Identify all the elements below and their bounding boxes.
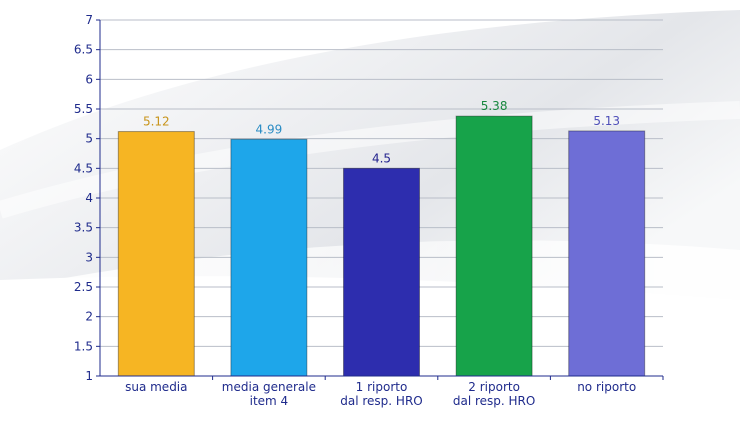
data-label: 4.5 xyxy=(372,151,391,165)
y-tick-label: 2.5 xyxy=(74,280,93,294)
data-label: 5.38 xyxy=(481,99,508,113)
x-tick-label: dal resp. HRO xyxy=(453,394,535,408)
data-label: 5.13 xyxy=(593,114,620,128)
bar xyxy=(455,115,533,377)
y-tick-label: 6 xyxy=(85,72,93,86)
y-tick-label: 3.5 xyxy=(74,221,93,235)
y-tick-label: 1.5 xyxy=(74,339,93,353)
y-tick-label: 4 xyxy=(85,191,93,205)
y-tick-label: 6.5 xyxy=(74,43,93,57)
labels: 1 1.5 2 2.5 3 3.5 4 4.5 5 5.5 6 6.5 7 5.12 sua media 4.… xyxy=(74,13,636,408)
bars xyxy=(117,115,646,377)
x-tick-label: item 4 xyxy=(250,394,289,408)
x-tick-label: sua media xyxy=(125,380,187,394)
bar xyxy=(230,138,308,377)
bar xyxy=(343,167,420,377)
y-tick-label: 1 xyxy=(85,369,93,383)
y-tick-label: 3 xyxy=(85,250,93,264)
x-tick-label: 1 riporto xyxy=(356,380,408,394)
x-tick-label: dal resp. HRO xyxy=(340,394,422,408)
x-tick-label: 2 riporto xyxy=(468,380,520,394)
axes xyxy=(96,19,664,380)
data-label: 4.99 xyxy=(256,122,283,136)
y-tick-label: 4.5 xyxy=(74,161,93,175)
bar xyxy=(117,131,195,377)
y-tick-label: 2 xyxy=(85,310,93,324)
x-tick-label: media generale xyxy=(222,380,316,394)
y-tick-label: 5 xyxy=(85,132,93,146)
data-label: 5.12 xyxy=(143,115,170,129)
y-tick-label: 5.5 xyxy=(74,102,93,116)
y-tick-label: 7 xyxy=(85,13,93,27)
x-tick-label: no riporto xyxy=(577,380,636,394)
bar xyxy=(568,130,646,377)
